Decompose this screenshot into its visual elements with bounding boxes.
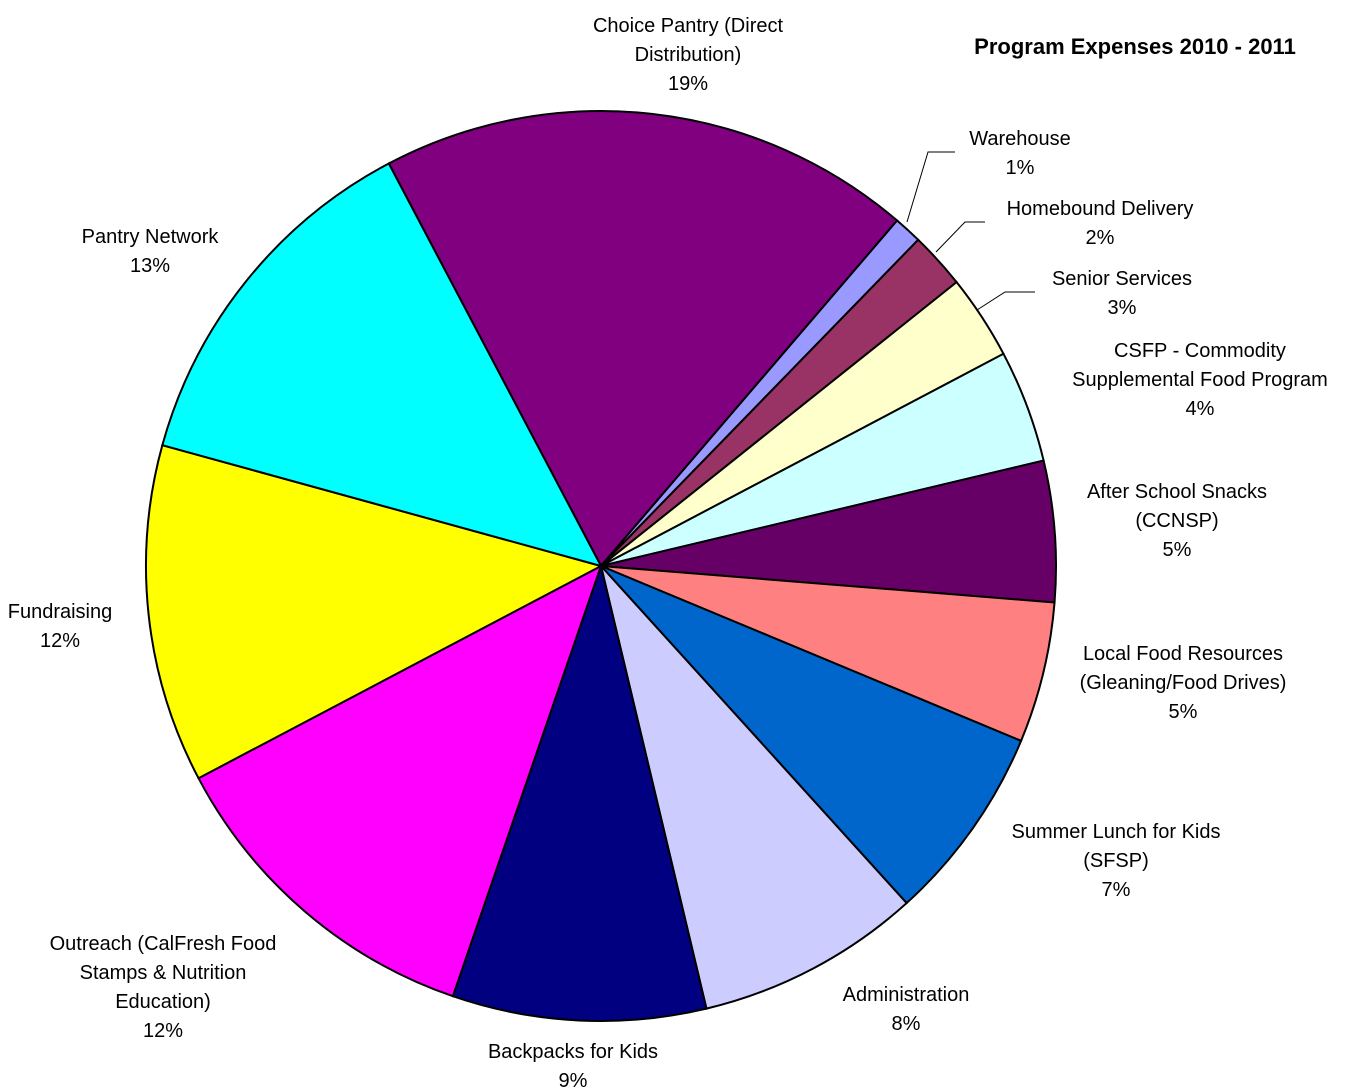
category-label: Pantry Network <box>81 226 219 248</box>
pie-slice <box>600 459 1057 604</box>
value-label: 2% <box>1085 227 1115 249</box>
value-label: 12% <box>39 630 81 652</box>
category-label: Outreach (CalFresh Food Stamps & Nutriti… <box>49 933 277 1013</box>
category-label: Homebound Delivery <box>1006 198 1194 220</box>
category-label: Local Food Resources (Gleaning/Food Driv… <box>1079 643 1287 694</box>
value-label: 8% <box>891 1013 921 1035</box>
slice-label: Fundraising 12% <box>0 598 140 656</box>
pie-slice <box>197 563 603 998</box>
leader-line <box>935 221 985 253</box>
slice-label: Choice Pantry (Direct Distribution) 19% <box>568 12 808 99</box>
category-label: Senior Services <box>1051 268 1193 290</box>
value-label: 13% <box>129 255 171 277</box>
leader-line <box>976 291 1035 311</box>
pie-slice <box>600 565 909 1010</box>
pie-slice <box>451 562 708 1022</box>
category-label: CSFP - Commodity Supplemental Food Progr… <box>1072 340 1328 391</box>
category-label: Fundraising <box>7 601 113 623</box>
slice-label: Backpacks for Kids 9% <box>453 1038 693 1091</box>
category-label: Summer Lunch for Kids (SFSP) <box>1011 821 1221 872</box>
category-label: Warehouse <box>969 128 1071 150</box>
value-label: 4% <box>1185 398 1215 420</box>
value-label: 7% <box>1101 879 1131 901</box>
pie-slice <box>387 110 899 568</box>
category-label: Choice Pantry (Direct Distribution) <box>592 15 784 66</box>
pie-slice <box>600 565 1023 905</box>
category-label: Administration <box>842 984 970 1006</box>
value-label: 1% <box>1005 157 1035 179</box>
value-label: 9% <box>558 1070 588 1091</box>
slice-label: Local Food Resources (Gleaning/Food Driv… <box>1058 640 1308 727</box>
pie-slice <box>600 565 1056 743</box>
value-label: 5% <box>1162 539 1192 561</box>
slice-label: CSFP - Commodity Supplemental Food Progr… <box>1065 337 1335 424</box>
value-label: 5% <box>1168 701 1198 723</box>
slice-label: After School Snacks (CCNSP) 5% <box>1072 478 1282 565</box>
slice-label: Senior Services 3% <box>1012 265 1232 323</box>
slice-label: Warehouse 1% <box>920 125 1120 183</box>
value-label: 12% <box>142 1020 184 1042</box>
category-label: Backpacks for Kids <box>487 1041 659 1063</box>
chart-title: Program Expenses 2010 - 2011 <box>974 34 1296 59</box>
slice-label: Homebound Delivery 2% <box>970 195 1230 253</box>
category-label: After School Snacks (CCNSP) <box>1086 481 1268 532</box>
slice-label: Administration 8% <box>806 981 1006 1039</box>
slice-label: Summer Lunch for Kids (SFSP) 7% <box>991 818 1241 905</box>
value-label: 19% <box>667 73 709 95</box>
leader-line <box>906 151 955 223</box>
value-label: 3% <box>1107 297 1137 319</box>
pie-slice <box>145 443 604 780</box>
pie-slice <box>161 162 603 568</box>
slice-label: Outreach (CalFresh Food Stamps & Nutriti… <box>38 930 288 1046</box>
slice-label: Pantry Network 13% <box>50 223 250 281</box>
